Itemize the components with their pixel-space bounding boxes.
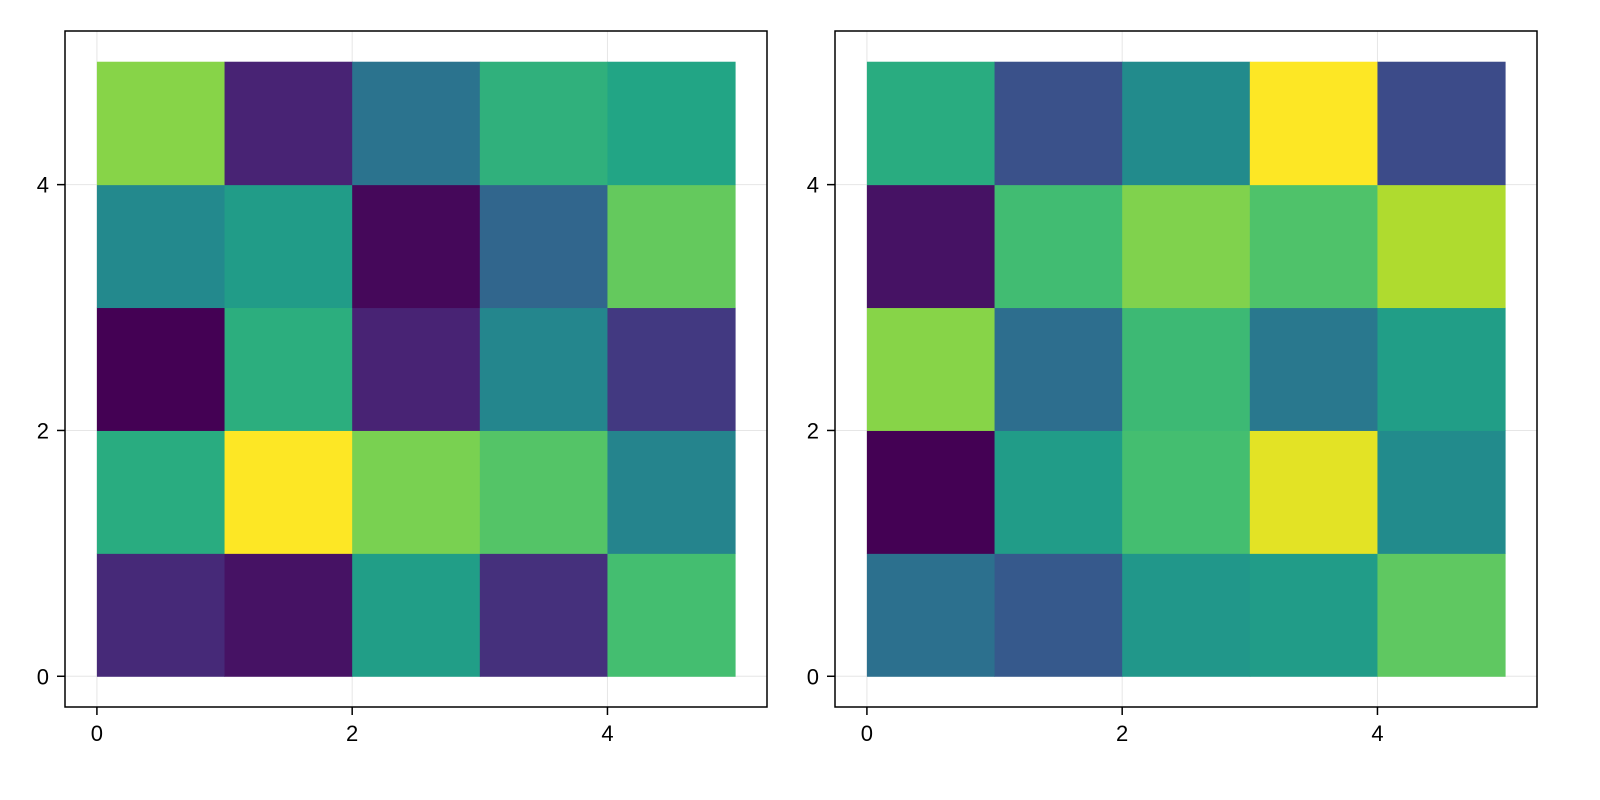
y-tick-label-1: 2 — [807, 418, 819, 443]
heatmap-cell-r4-c4 — [1377, 61, 1506, 186]
axes-frame — [834, 30, 1538, 708]
heatmap-cell-r0-c2 — [1122, 553, 1251, 677]
y-axis-ticks: 0 2 4 — [807, 173, 835, 689]
heatmap-cell-r4-c3 — [479, 61, 608, 186]
heatmap-cell-r3-c1 — [994, 184, 1123, 309]
heatmap-cell-r2-c3 — [1249, 307, 1378, 431]
x-tick-label-1: 2 — [346, 721, 358, 746]
heatmap-cell-r1-c4 — [607, 430, 736, 554]
heatmap-cell-r0-c2 — [352, 553, 481, 677]
x-tick-label-0: 0 — [91, 721, 103, 746]
heatmap-cell-r2-c0 — [96, 307, 226, 431]
heatmap-cell-r3-c4 — [607, 184, 736, 309]
heatmap-cell-r2-c2 — [1122, 307, 1251, 431]
heatmap-cell-r1-c1 — [994, 430, 1123, 554]
heatmap-cell-r0-c3 — [479, 553, 608, 677]
heatmap-cell-r4-c3 — [1249, 61, 1378, 186]
heatmap-cell-r4-c2 — [1122, 61, 1251, 186]
heatmap-cell-r4-c1 — [994, 61, 1123, 186]
x-axis-ticks: 0 2 4 — [91, 707, 614, 746]
y-tick-label-0: 0 — [807, 664, 819, 689]
heatmap-cells — [96, 61, 736, 677]
heatmap-cell-r1-c4 — [1377, 430, 1506, 554]
heatmap-cell-r3-c2 — [1122, 184, 1251, 309]
heatmap-cell-r3-c1 — [224, 184, 353, 309]
x-tick-label-1: 2 — [1116, 721, 1128, 746]
heatmap-cell-r3-c0 — [866, 184, 996, 309]
y-axis-ticks: 0 2 4 — [37, 173, 65, 689]
heatmap-cell-r0-c4 — [607, 553, 736, 677]
y-tick-label-0: 0 — [37, 664, 49, 689]
heatmap-cell-r1-c3 — [479, 430, 608, 554]
heatmap-cell-r1-c3 — [1249, 430, 1378, 554]
heatmap-cell-r2-c4 — [1377, 307, 1506, 431]
heatmap-cell-r1-c0 — [96, 430, 226, 554]
heatmap-cell-r3-c4 — [1377, 184, 1506, 309]
x-tick-label-0: 0 — [861, 721, 873, 746]
heatmap-cell-r2-c2 — [352, 307, 481, 431]
heatmap-cell-r0-c1 — [994, 553, 1123, 677]
x-tick-label-2: 4 — [1371, 721, 1383, 746]
heatmap-cell-r4-c0 — [866, 61, 996, 186]
heatmap-cell-r1-c1 — [224, 430, 353, 554]
heatmap-cell-r0-c4 — [1377, 553, 1506, 677]
heatmap-cell-r2-c3 — [479, 307, 608, 431]
heatmap-panel-right: 0 2 4 0 2 4 — [807, 30, 1538, 746]
heatmap-cell-r1-c0 — [866, 430, 996, 554]
heatmap-cell-r1-c2 — [1122, 430, 1251, 554]
heatmap-cell-r3-c3 — [479, 184, 608, 309]
heatmap-cell-r4-c0 — [96, 61, 226, 186]
y-tick-label-1: 2 — [37, 418, 49, 443]
axes-frame — [64, 30, 768, 708]
y-tick-label-2: 4 — [37, 173, 49, 198]
heatmap-cell-r1-c2 — [352, 430, 481, 554]
heatmap-cell-r0-c0 — [96, 553, 226, 677]
heatmap-cell-r3-c2 — [352, 184, 481, 309]
heatmap-cell-r0-c1 — [224, 553, 353, 677]
heatmap-cells — [866, 61, 1506, 677]
heatmap-panel-left: 0 2 4 0 2 4 — [37, 30, 768, 746]
heatmap-cell-r0-c0 — [866, 553, 996, 677]
heatmap-cell-r2-c1 — [994, 307, 1123, 431]
heatmap-cell-r4-c4 — [607, 61, 736, 186]
heatmap-cell-r3-c3 — [1249, 184, 1378, 309]
x-tick-label-2: 4 — [601, 721, 613, 746]
heatmap-cell-r2-c0 — [866, 307, 996, 431]
heatmap-cell-r4-c2 — [352, 61, 481, 186]
x-axis-ticks: 0 2 4 — [861, 707, 1384, 746]
heatmap-cell-r2-c1 — [224, 307, 353, 431]
heatmap-cell-r4-c1 — [224, 61, 353, 186]
heatmap-cell-r3-c0 — [96, 184, 226, 309]
y-tick-label-2: 4 — [807, 173, 819, 198]
heatmap-cell-r2-c4 — [607, 307, 736, 431]
heatmap-cell-r0-c3 — [1249, 553, 1378, 677]
